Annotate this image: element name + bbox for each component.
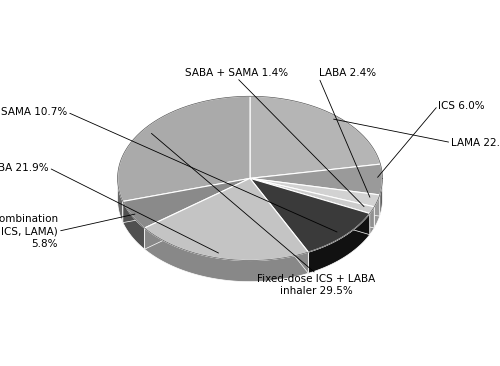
Polygon shape	[370, 207, 374, 235]
Polygon shape	[250, 178, 370, 252]
Polygon shape	[144, 178, 250, 249]
Polygon shape	[308, 213, 370, 273]
Polygon shape	[250, 178, 374, 213]
Text: ICS 6.0%: ICS 6.0%	[438, 101, 484, 111]
Polygon shape	[374, 195, 380, 228]
Text: SAMA 10.7%: SAMA 10.7%	[1, 107, 67, 117]
Text: Fixed-dose ICS + LABA
inhaler 29.5%: Fixed-dose ICS + LABA inhaler 29.5%	[257, 274, 376, 296]
Text: LABA 2.4%: LABA 2.4%	[319, 68, 376, 78]
Text: Any combination
(LABA, ICS, LAMA)
5.8%: Any combination (LABA, ICS, LAMA) 5.8%	[0, 214, 58, 249]
Polygon shape	[123, 178, 250, 223]
Text: SABA + SAMA 1.4%: SABA + SAMA 1.4%	[185, 68, 288, 78]
Polygon shape	[118, 179, 123, 223]
Text: LAMA 22.2%: LAMA 22.2%	[452, 138, 500, 147]
Text: SABA 21.9%: SABA 21.9%	[0, 163, 48, 173]
Polygon shape	[118, 96, 250, 201]
Polygon shape	[250, 164, 382, 195]
Polygon shape	[144, 178, 250, 249]
Polygon shape	[250, 96, 380, 178]
Polygon shape	[250, 178, 380, 216]
Polygon shape	[123, 178, 250, 228]
Polygon shape	[250, 178, 370, 235]
Polygon shape	[250, 178, 370, 235]
Polygon shape	[380, 179, 382, 216]
Polygon shape	[250, 178, 374, 228]
Polygon shape	[250, 178, 308, 273]
Polygon shape	[144, 228, 308, 282]
Polygon shape	[250, 178, 380, 216]
Polygon shape	[250, 178, 308, 273]
Polygon shape	[123, 178, 250, 223]
Polygon shape	[123, 201, 144, 249]
Polygon shape	[250, 178, 374, 228]
Polygon shape	[250, 178, 380, 207]
Polygon shape	[144, 178, 308, 261]
